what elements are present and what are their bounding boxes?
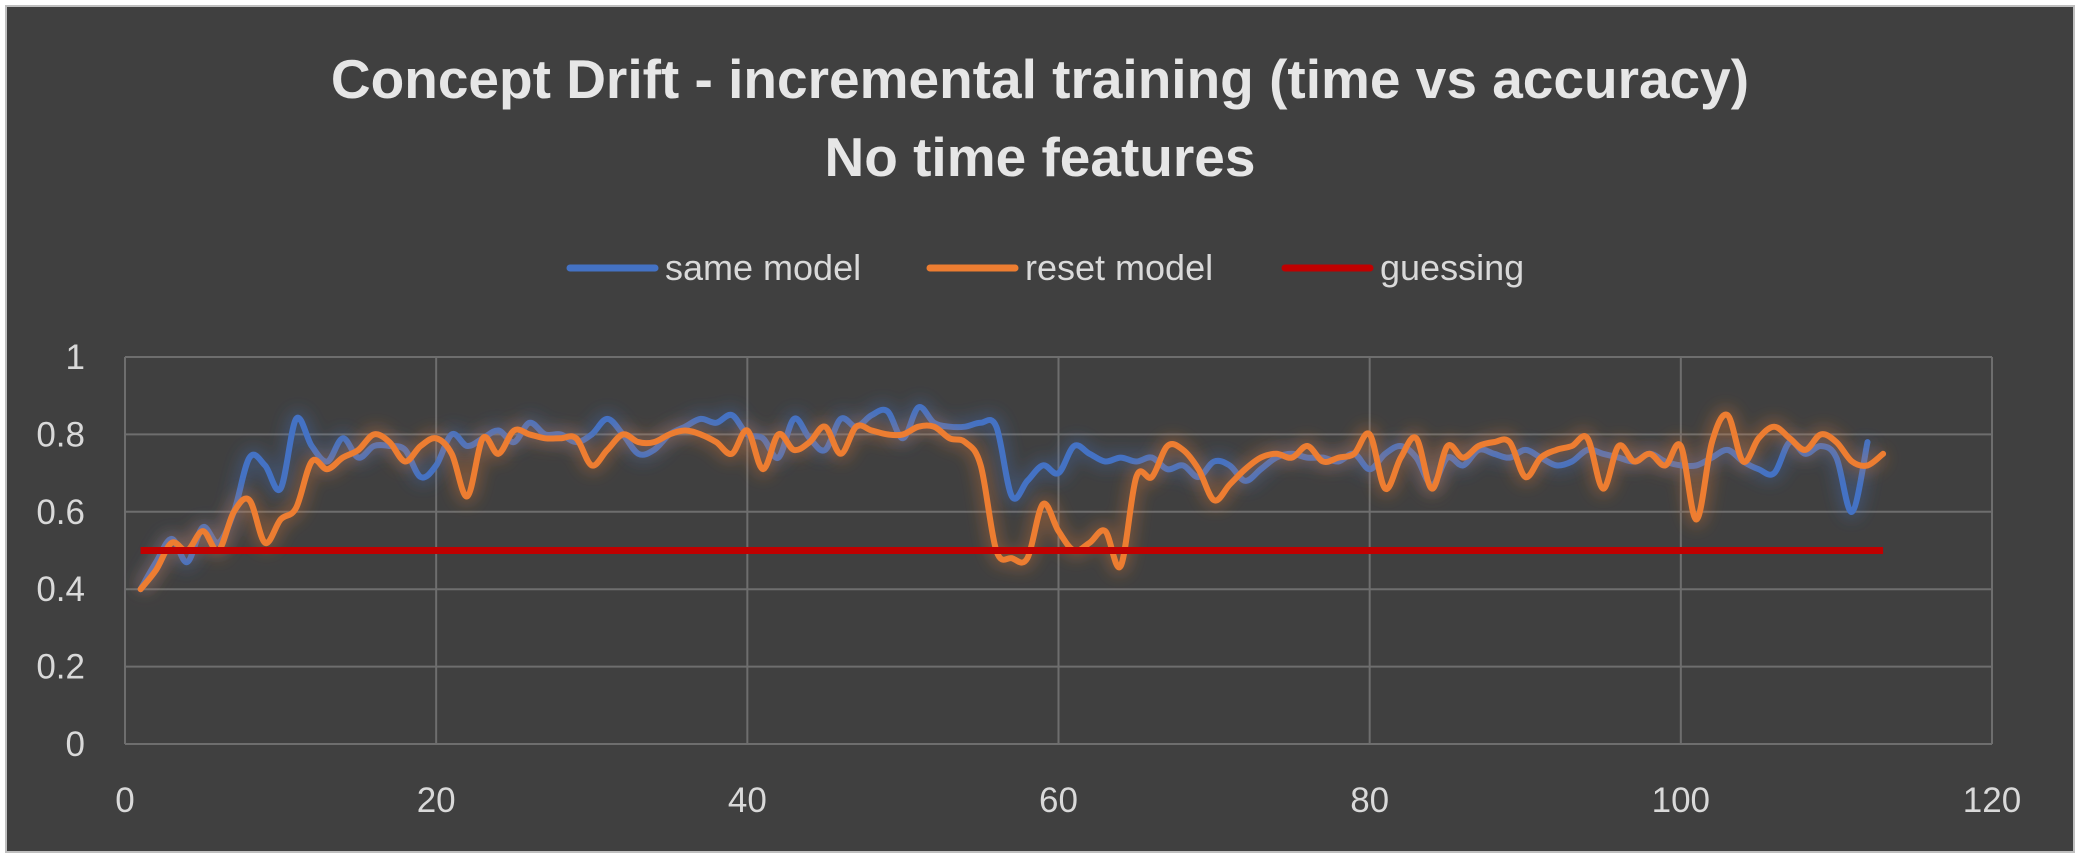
x-tick-label: 20 <box>417 781 456 820</box>
chart-title-line-1: Concept Drift - incremental training (ti… <box>331 48 1749 110</box>
x-tick-label: 60 <box>1039 781 1078 820</box>
legend-label-reset-model: reset model <box>1025 247 1213 288</box>
y-tick-label: 0.8 <box>36 415 85 454</box>
x-tick-label: 40 <box>728 781 767 820</box>
series-same-model <box>134 400 1875 593</box>
y-axis-ticks: 0 0.2 0.4 0.6 0.8 1 <box>36 338 85 764</box>
series-reset-model <box>135 407 1888 594</box>
y-tick-label: 0.4 <box>36 570 85 609</box>
x-axis-ticks: 0 20 40 60 80 100 120 <box>115 781 2021 820</box>
y-tick-label: 0.2 <box>36 648 85 687</box>
series-layer <box>134 400 1888 594</box>
chart-title-line-2: No time features <box>825 126 1256 188</box>
x-tick-label: 100 <box>1652 781 1710 820</box>
gridlines <box>124 356 1993 745</box>
legend: same model reset model guessing <box>566 247 1524 288</box>
series-line-same-model <box>137 404 1871 593</box>
y-tick-label: 1 <box>66 338 85 377</box>
y-tick-label: 0 <box>66 725 85 764</box>
y-tick-label: 0.6 <box>36 493 85 532</box>
legend-label-same-model: same model <box>665 247 861 288</box>
x-tick-label: 120 <box>1963 781 2021 820</box>
x-tick-label: 0 <box>115 781 134 820</box>
legend-label-guessing: guessing <box>1380 247 1524 288</box>
series-line-reset-model <box>137 411 1887 593</box>
x-tick-label: 80 <box>1350 781 1389 820</box>
